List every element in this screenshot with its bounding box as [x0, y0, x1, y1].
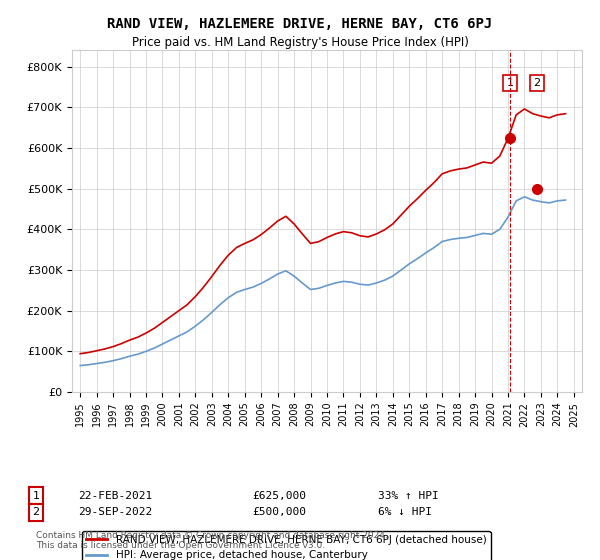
Text: £500,000: £500,000 [252, 507, 306, 517]
Text: Contains HM Land Registry data © Crown copyright and database right 2024.
This d: Contains HM Land Registry data © Crown c… [36, 530, 388, 550]
Text: 1: 1 [32, 491, 40, 501]
Text: £625,000: £625,000 [252, 491, 306, 501]
Text: 2: 2 [533, 78, 541, 88]
Text: 22-FEB-2021: 22-FEB-2021 [78, 491, 152, 501]
Legend: RAND VIEW, HAZLEMERE DRIVE, HERNE BAY, CT6 6PJ (detached house), HPI: Average pr: RAND VIEW, HAZLEMERE DRIVE, HERNE BAY, C… [82, 531, 491, 560]
Text: RAND VIEW, HAZLEMERE DRIVE, HERNE BAY, CT6 6PJ: RAND VIEW, HAZLEMERE DRIVE, HERNE BAY, C… [107, 17, 493, 31]
Text: 29-SEP-2022: 29-SEP-2022 [78, 507, 152, 517]
Text: 1: 1 [506, 78, 514, 88]
Text: 33% ↑ HPI: 33% ↑ HPI [378, 491, 439, 501]
Text: 2: 2 [32, 507, 40, 517]
Text: Price paid vs. HM Land Registry's House Price Index (HPI): Price paid vs. HM Land Registry's House … [131, 36, 469, 49]
Text: 6% ↓ HPI: 6% ↓ HPI [378, 507, 432, 517]
